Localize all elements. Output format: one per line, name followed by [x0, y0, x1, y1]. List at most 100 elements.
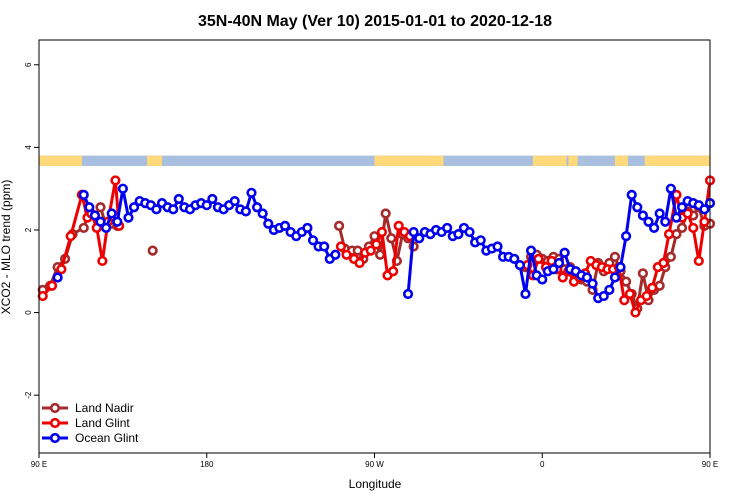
ocean-glint-line-2 [406, 188, 712, 301]
y-tick-label-0: -2 [24, 391, 33, 399]
ocean-glint-point-93 [660, 216, 671, 227]
land-nadir-point-13 [333, 220, 345, 231]
ocean-glint-point-56 [453, 229, 464, 240]
y-tick-label-3: 4 [24, 145, 33, 150]
land-nadir-point-8 [95, 202, 106, 213]
land-glint-point-46 [641, 290, 652, 302]
land-segment-5 [614, 155, 628, 166]
ocean-glint-point-24 [207, 193, 218, 205]
ocean-glint-point-63 [492, 241, 503, 252]
land-glint-point-3 [65, 231, 76, 242]
legend-marker-land-glint [49, 417, 61, 429]
ocean-glint-point-67 [514, 259, 525, 271]
y-tick-label-4: 6 [24, 62, 33, 67]
ocean-glint-point-2 [84, 202, 95, 213]
land-segment-6 [644, 155, 710, 166]
land-glint-line-2 [525, 180, 712, 317]
x-tick-label-4: 90 E [702, 460, 718, 469]
ocean-glint-point-88 [632, 202, 643, 213]
ocean-glint-point-31 [246, 187, 257, 198]
x-tick-label-3: 0 [540, 460, 545, 469]
land-glint-point-15 [354, 257, 365, 269]
series-ocean-glint [52, 183, 716, 304]
ocean-glint-point-7 [112, 216, 123, 227]
ocean-glint-point-0 [52, 272, 63, 283]
ocean-glint-point-14 [151, 204, 162, 215]
y-tick-label-1: 0 [24, 310, 33, 315]
ocean-glint-point-6 [106, 208, 117, 219]
land-segment-4 [568, 155, 578, 166]
ocean-glint-point-42 [307, 235, 319, 246]
land-glint-point-50 [663, 229, 675, 240]
land-nadir-point-43 [609, 251, 621, 262]
ocean-glint-point-33 [257, 208, 268, 219]
land-glint-point-22 [393, 220, 404, 231]
ocean-glint-point-47 [402, 288, 414, 300]
land-segment-0 [39, 155, 82, 166]
land-glint-point-42 [619, 295, 630, 306]
land-glint-point-19 [376, 226, 388, 238]
land-nadir-point-55 [676, 222, 688, 234]
ocean-glint-point-60 [475, 235, 486, 246]
land-nadir-point-48 [637, 268, 649, 279]
land-glint-point-56 [699, 216, 710, 227]
land-nadir-point-53 [665, 251, 676, 262]
ocean-glint-point-4 [95, 216, 106, 227]
ocean-glint-point-32 [251, 202, 263, 213]
land-glint-point-13 [341, 249, 352, 260]
land-segment-1 [147, 155, 163, 166]
ocean-glint-point-89 [637, 210, 649, 221]
land-segment-2 [374, 155, 444, 166]
x-axis-label: Longitude [349, 477, 402, 491]
ocean-glint-point-79 [581, 272, 593, 283]
land-glint-point-18 [371, 239, 382, 250]
ocean-glint-point-66 [509, 253, 520, 264]
ocean-glint-point-85 [615, 262, 626, 273]
ocean-glint-point-75 [559, 247, 570, 258]
land-nadir-point-12 [147, 245, 158, 256]
ocean-glint-point-17 [168, 204, 179, 215]
land-glint-point-0 [37, 290, 48, 302]
ocean-glint-point-86 [621, 231, 632, 242]
land-glint-point-54 [688, 222, 699, 234]
land-glint-point-12 [335, 241, 347, 252]
ocean-glint-point-5 [100, 222, 112, 234]
ocean-glint-point-48 [408, 226, 419, 238]
land-nadir-point-45 [621, 276, 632, 287]
ocean-glint-point-1 [78, 189, 89, 200]
ocean-glint-point-23 [201, 200, 212, 211]
series-land-nadir [37, 202, 716, 315]
ocean-glint-point-46 [330, 249, 341, 260]
ocean-glint-point-58 [464, 226, 475, 238]
land-glint-point-27 [533, 253, 544, 264]
land-glint-point-47 [647, 282, 658, 293]
land-nadir-point-21 [380, 208, 391, 219]
land-segment-3 [532, 155, 567, 166]
land-glint-point-17 [365, 245, 376, 256]
land-nadir-point-5 [78, 222, 89, 234]
ocean-glint-point-3 [89, 210, 101, 221]
legend-label-land-nadir: Land Nadir [75, 401, 134, 415]
ocean-glint-point-18 [173, 193, 184, 205]
ocean-glint-point-96 [676, 202, 688, 213]
ocean-glint-point-90 [643, 216, 654, 227]
land-glint-point-31 [557, 272, 568, 283]
land-glint-point-21 [388, 266, 399, 277]
ocean-glint-point-83 [604, 284, 615, 295]
ocean-glint-point-30 [240, 206, 251, 217]
ocean-glint-point-92 [654, 208, 665, 219]
ocean-glint-point-10 [128, 202, 140, 213]
x-tick-label-0: 90 E [31, 460, 47, 469]
land-glint-point-49 [658, 257, 669, 269]
ocean-glint-point-41 [302, 222, 313, 234]
y-tick-label-2: 2 [24, 227, 33, 232]
land-nadir-point-22 [386, 233, 397, 244]
land-nadir-point-20 [374, 249, 386, 260]
ocean-glint-point-73 [548, 264, 559, 275]
land-glint-point-55 [693, 255, 704, 267]
ocean-glint-point-28 [229, 195, 240, 207]
ocean-glint-point-8 [117, 183, 128, 194]
legend-marker-land-nadir [49, 402, 61, 414]
